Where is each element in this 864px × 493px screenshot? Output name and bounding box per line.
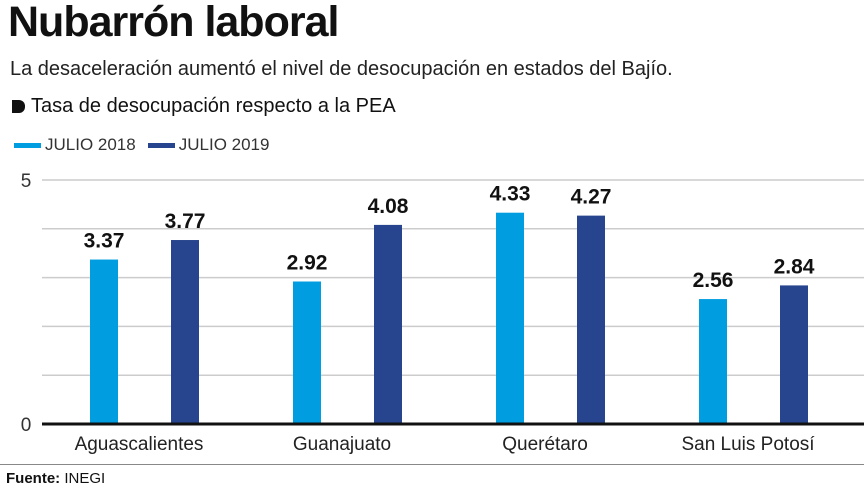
data-label: 3.77 [165, 210, 206, 233]
bullet-icon [12, 100, 25, 113]
page-title: Nubarrón laboral [8, 0, 339, 46]
source-note: Fuente: INEGI [6, 470, 105, 487]
legend-swatch [147, 142, 175, 148]
bar [496, 212, 524, 424]
subtitle: La desaceleración aumentó el nivel de de… [10, 58, 673, 80]
bar [171, 240, 199, 424]
data-label: 2.92 [287, 252, 328, 275]
legend-item-2018: JULIO 2018 [14, 135, 136, 155]
data-label: 4.33 [490, 183, 531, 206]
chart-heading: Tasa de desocupación respecto a la PEA [12, 95, 396, 118]
legend-label: JULIO 2019 [178, 135, 270, 154]
bar [699, 299, 727, 424]
data-label: 4.27 [571, 186, 612, 209]
divider [0, 464, 864, 465]
legend-swatch [14, 142, 41, 148]
bar [293, 281, 321, 424]
data-label: 4.08 [368, 195, 409, 218]
legend-label: JULIO 2018 [45, 135, 136, 154]
bar [90, 259, 118, 424]
data-label: 2.84 [774, 255, 815, 278]
source-value: INEGI [64, 470, 106, 487]
x-tick-label: Querétaro [502, 434, 588, 455]
bar-chart: 0 5 3.37 3.77 Aguascalientes 2.92 4.08 Guanajua… [21, 171, 864, 455]
bar [577, 215, 605, 424]
bar [780, 285, 808, 424]
y-tick-label: 0 [21, 415, 32, 436]
legend: JULIO 2018 JULIO 2019 [14, 135, 269, 155]
y-tick-label: 5 [21, 171, 32, 192]
x-tick-label: Aguascalientes [75, 434, 204, 455]
data-label: 3.37 [84, 230, 125, 253]
chart-heading-text: Tasa de desocupación respecto a la PEA [31, 95, 396, 117]
data-label: 2.56 [693, 269, 734, 292]
legend-item-2019: JULIO 2019 [147, 135, 270, 155]
source-label: Fuente: [6, 470, 61, 487]
x-tick-label: Guanajuato [293, 434, 391, 455]
x-tick-label: San Luis Potosí [681, 434, 815, 455]
bar [374, 224, 402, 424]
